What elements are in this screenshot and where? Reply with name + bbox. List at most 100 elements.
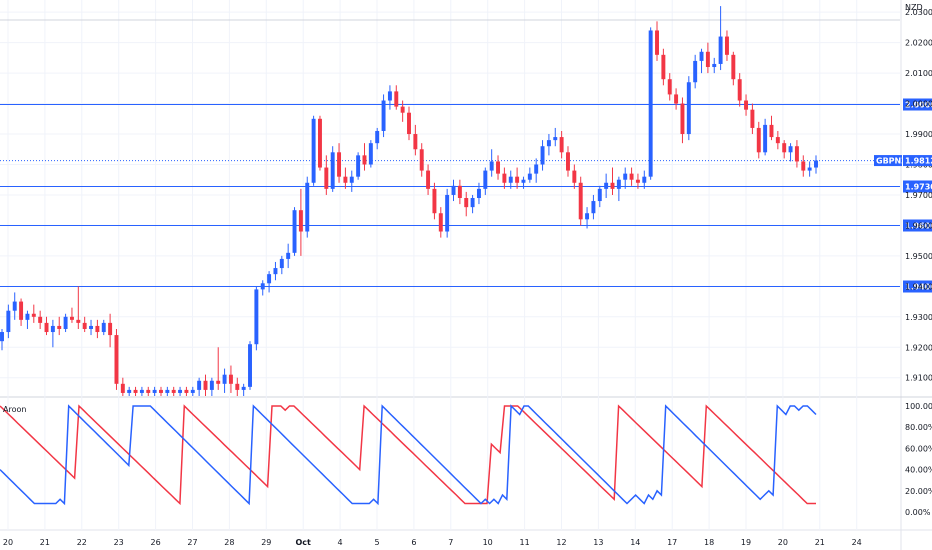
level-price-badge [903,98,932,111]
candle-body [69,316,74,320]
candle-body [623,173,628,180]
level-price-text: 1.94000 [905,283,932,292]
candle-body [317,118,322,168]
candle-body [559,137,564,153]
candle-body [216,380,221,384]
time-tick-label: 5 [374,538,379,547]
candle-body [25,313,30,320]
level-price-text: 2.00000 [905,101,932,110]
candle-body [648,30,653,177]
time-tick-label: 14 [630,538,640,547]
candle-body [254,289,259,345]
candle-body [76,319,81,323]
candle-body [108,322,113,336]
candle-body [476,188,481,198]
price-tick-label: 2.01000 [905,69,932,78]
candle-body [235,383,240,390]
candle-body [31,313,36,317]
candle-body [782,143,787,153]
level-price-badge [903,219,932,232]
symbol-badge [874,155,902,167]
candle-body [515,176,520,183]
level-price-text: 1.96000 [905,222,932,231]
candle-body [616,179,621,189]
candle-body [241,386,246,390]
aroon-down-line [0,404,817,506]
candle-body [222,374,227,384]
price-tick-label: 2.00000 [905,100,932,109]
candle-body [801,161,806,171]
candle-body [457,185,462,198]
candle-body [63,316,68,329]
candle-body [572,170,577,183]
candle-body [197,380,202,390]
candle-body [178,389,183,393]
candle-body [788,146,793,153]
candle-body [693,60,698,83]
candle-body [356,155,361,177]
candle-body [394,91,399,107]
candle-body [419,149,424,171]
candlestick-series [0,6,818,396]
indicator-label[interactable]: Aroon [3,405,26,414]
price-tick-label: 1.99000 [905,130,932,139]
time-tick-label: 6 [411,538,416,547]
candle-body [674,94,679,104]
candle-body [165,389,170,393]
price-tick-label: 1.93000 [905,313,932,322]
time-tick-label: 11 [520,538,530,547]
price-axis-ticks: 2.030002.020002.010002.000001.990001.980… [905,8,932,383]
candle-body [298,210,303,232]
candle-body [540,146,545,165]
time-tick-label: 18 [704,538,714,547]
candle-body [184,389,189,393]
horizontal-levels[interactable]: 2.00000 1.97300 1.96000 1.94000 [0,19,932,293]
candle-body [12,301,17,311]
candle-body [756,127,761,153]
candle-body [260,283,265,290]
time-tick-label: 24 [852,538,862,547]
candle-body [114,335,119,384]
candle-body [368,143,373,165]
price-tick-label: 1.92000 [905,343,932,352]
candle-body [712,63,717,68]
candle-body [807,167,812,171]
candle-body [330,152,335,189]
candle-body [305,182,310,232]
candle-body [604,182,609,189]
level-price-badge [903,180,932,193]
time-tick-label: Oct [296,538,312,547]
candle-body [445,194,450,232]
level-price-text: 1.97300 [905,183,932,192]
candle-body [496,161,501,174]
price-tick-label: 1.96000 [905,221,932,230]
candle-body [553,137,558,141]
aroon-tick-label: 80.00% [905,423,932,432]
symbol-badge-text: GBPNZD [876,157,914,166]
aroon-up-line [0,404,816,506]
candle-body [731,54,736,80]
price-tick-label: 2.03000 [905,8,932,17]
candle-body [578,182,583,220]
candle-body [534,164,539,174]
time-tick-label: 20 [778,538,788,547]
candle-body [413,134,418,150]
candle-body [95,325,100,333]
candle-body [814,160,818,168]
candle-body [750,109,755,128]
candle-body [6,310,11,333]
candle-body [375,130,380,144]
candle-body [566,152,570,171]
candle-body [794,146,799,162]
candle-body [629,173,634,180]
price-tick-label: 1.91000 [905,374,932,383]
candle-body [724,36,729,55]
time-tick-label: 19 [741,538,751,547]
candle-body [127,389,132,393]
candle-body [521,179,526,183]
current-price-label: GBPNZD 1.98129 [874,155,932,167]
time-tick-label: 26 [151,538,161,547]
aroon-axis-ticks: 100.00% 80.00% 60.00% 40.00% 20.00% 0.00% [905,402,932,517]
time-tick-label: 21 [40,538,50,547]
